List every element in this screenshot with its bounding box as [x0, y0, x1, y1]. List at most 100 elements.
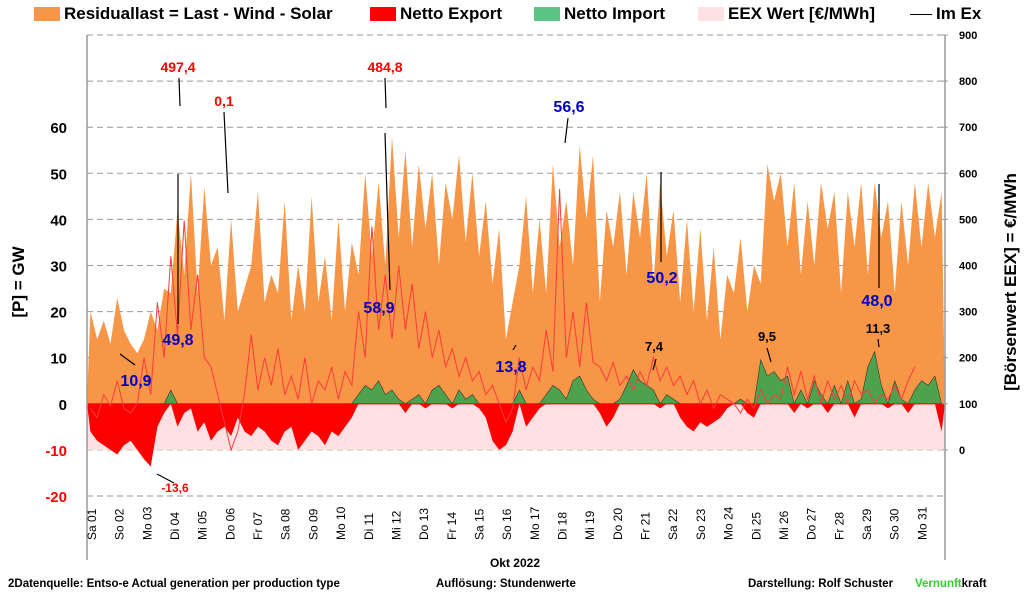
annotation-leader — [766, 347, 772, 363]
annotation-leader — [652, 358, 657, 371]
x-tick-label: Mi 05 — [196, 510, 210, 540]
x-tick-label: Fr 07 — [251, 512, 265, 540]
annotation-label: -13,6 — [161, 481, 189, 495]
y-tick-label: 10 — [50, 351, 67, 368]
residual-area — [87, 136, 945, 404]
annotation-leader — [384, 77, 387, 109]
y-axis-label: [P] = GW — [9, 245, 28, 317]
annotation-label: 13,8 — [495, 359, 526, 376]
tick-labels: -20-100102030405060010020030040050060070… — [45, 30, 977, 540]
x-tick-label: Mo 10 — [334, 506, 348, 540]
y2-tick-label: 0 — [959, 445, 965, 457]
export-area — [87, 403, 945, 467]
annotation-leader — [564, 117, 569, 144]
y-tick-label: 50 — [50, 166, 67, 183]
annotation-label: 56,6 — [553, 99, 584, 116]
y-tick-label: 40 — [50, 212, 67, 229]
y-tick-label: 0 — [59, 397, 67, 414]
annotation-leader — [877, 338, 880, 348]
footer-brand: Vernunftkraft — [915, 578, 987, 590]
x-tick-label: Mi 26 — [777, 510, 791, 540]
brand-kraft: kraft — [961, 578, 987, 590]
brand-vernunft: Vernunft — [915, 578, 962, 590]
annotation-label: 49,8 — [162, 332, 193, 349]
x-tick-label: Mo 03 — [140, 506, 154, 540]
legend-item-imex: Im Ex — [910, 4, 981, 24]
annotation-label: 497,4 — [160, 59, 195, 75]
x-tick-label: Di 11 — [362, 513, 376, 540]
x-tick-label: Do 27 — [805, 508, 819, 540]
x-tick-label: Mo 17 — [528, 506, 542, 540]
legend-label-residual: Residuallast = Last - Wind - Solar — [64, 4, 333, 23]
annotation-label: 11,3 — [866, 321, 891, 336]
legend-swatch-export — [370, 7, 396, 21]
x-tick-label: Fr 28 — [832, 512, 846, 540]
x-tick-label: Sa 29 — [860, 508, 874, 540]
legend-item-export: Netto Export — [370, 4, 502, 24]
x-tick-label: Sa 15 — [472, 508, 486, 540]
x-tick-label: Fr 14 — [445, 512, 459, 540]
y-tick-label: -20 — [45, 489, 67, 506]
series-layer — [87, 136, 945, 467]
annotation-label: 484,8 — [367, 59, 402, 75]
annotation-label: 10,9 — [120, 373, 151, 390]
annotation-leader — [178, 77, 181, 107]
x-tick-label: Do 06 — [223, 508, 237, 540]
annotation-leader — [384, 132, 391, 291]
annotation-label: 58,9 — [363, 300, 394, 317]
y2-tick-label: 300 — [959, 307, 977, 319]
y2-axis-label: [Börsenwert EEX] = €/MWh — [1001, 173, 1020, 391]
x-tick-label: Sa 22 — [666, 508, 680, 540]
legend-label-imex: Im Ex — [936, 4, 982, 23]
x-tick-label: Sa 08 — [279, 508, 293, 540]
legend-item-import: Netto Import — [534, 4, 665, 24]
y2-tick-label: 900 — [959, 30, 977, 42]
footer-resolution: Auflösung: Stundenwerte — [436, 578, 576, 590]
x-tick-label: Sa 01 — [85, 508, 99, 540]
y2-tick-label: 500 — [959, 214, 977, 226]
annotation-label: 9,5 — [758, 329, 776, 344]
legend-swatch-eex — [698, 7, 724, 21]
y2-tick-label: 100 — [959, 399, 977, 411]
footer-author: Darstellung: Rolf Schuster — [748, 578, 894, 590]
y2-tick-label: 600 — [959, 168, 977, 180]
annotation-label: 48,0 — [861, 293, 892, 310]
y-tick-label: 20 — [50, 305, 67, 322]
x-axis-label: Okt 2022 — [490, 556, 540, 570]
legend-item-eex: EEX Wert [€/MWh] — [698, 4, 875, 24]
legend-line-imex — [910, 13, 932, 15]
annotation-leader — [119, 353, 136, 366]
annotations: 497,4 0,1 484,8 49,8 58,9 56,6 50,2 48,0 10,9 13,… — [119, 59, 893, 495]
legend-label-eex: EEX Wert [€/MWh] — [728, 4, 876, 23]
y-tick-label: 60 — [50, 120, 67, 137]
y2-tick-label: 400 — [959, 261, 977, 273]
x-tick-label: Do 20 — [611, 508, 625, 540]
x-tick-label: Mi 12 — [389, 510, 403, 540]
axes — [86, 34, 948, 560]
x-tick-label: So 30 — [888, 508, 902, 540]
y2-tick-label: 800 — [959, 76, 977, 88]
x-tick-label: Di 25 — [749, 512, 763, 540]
x-tick-label: Mi 19 — [583, 510, 597, 540]
eex-line — [89, 188, 916, 452]
annotation-leader — [156, 473, 175, 484]
x-tick-label: Mo 31 — [915, 506, 929, 540]
x-tick-label: Do 13 — [417, 508, 431, 540]
legend-label-export: Netto Export — [400, 4, 502, 23]
annotation-leader — [223, 111, 229, 194]
x-tick-label: So 23 — [694, 508, 708, 540]
annotation-label: 0,1 — [214, 93, 234, 109]
x-tick-label: Di 18 — [556, 512, 570, 540]
legend: Residuallast = Last - Wind - Solar Netto… — [0, 2, 1024, 26]
x-tick-label: So 09 — [306, 508, 320, 540]
legend-item-residual: Residuallast = Last - Wind - Solar — [34, 4, 333, 24]
annotation-leader — [512, 344, 517, 351]
legend-swatch-import — [534, 7, 560, 21]
y2-tick-label: 200 — [959, 353, 977, 365]
x-tick-label: So 16 — [500, 508, 514, 540]
x-tick-label: Di 04 — [168, 512, 182, 540]
x-tick-label: Fr 21 — [639, 512, 653, 540]
x-tick-label: Mo 24 — [722, 506, 736, 540]
y2-tick-label: 700 — [959, 122, 977, 134]
